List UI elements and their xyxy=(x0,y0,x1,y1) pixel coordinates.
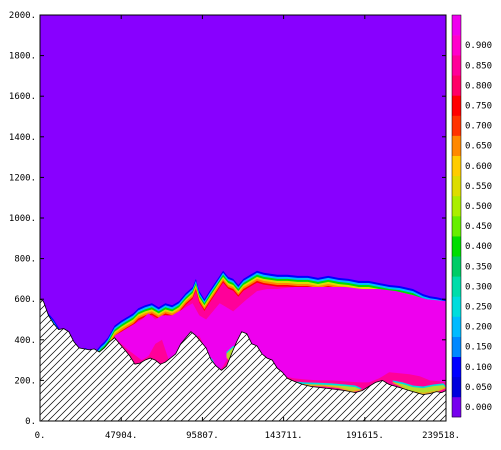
y-tick-label: 0. xyxy=(25,417,36,427)
colorbar-label: 0.100 xyxy=(465,363,492,373)
colorbar-swatch xyxy=(452,236,461,257)
colorbar-swatch xyxy=(452,195,461,217)
colorbar-swatch xyxy=(452,336,461,357)
colorbar-label: 0.750 xyxy=(465,101,492,111)
y-tick-label: 1200. xyxy=(9,173,36,183)
colorbar-label: 0.450 xyxy=(465,222,492,232)
colorbar-swatch xyxy=(452,175,461,197)
colorbar-label: 0.350 xyxy=(465,262,492,272)
colorbar-swatch xyxy=(452,296,461,317)
y-tick-label: 600. xyxy=(14,295,36,305)
colorbar-swatch xyxy=(452,95,461,116)
colorbar-swatch xyxy=(452,256,461,277)
colorbar-swatch xyxy=(452,75,461,96)
colorbar-label: 0.050 xyxy=(465,383,492,393)
colorbar-label: 0.150 xyxy=(465,343,492,353)
colorbar-label: 0.800 xyxy=(465,81,492,91)
colorbar-swatch xyxy=(452,15,461,36)
colorbar-label: 0.600 xyxy=(465,162,492,172)
x-tick-label: 239518. xyxy=(422,431,460,441)
colorbar-label: 0.900 xyxy=(465,41,492,51)
shallow-pocket-0 xyxy=(280,378,363,391)
shallow-pocket-core-1 xyxy=(392,382,446,395)
colorbar-label: 0.500 xyxy=(465,202,492,212)
y-tick-label: 1400. xyxy=(9,133,36,143)
x-tick-label: 47904. xyxy=(105,431,138,441)
y-tick-label: 1600. xyxy=(9,92,36,102)
colorbar-label: 0.850 xyxy=(465,61,492,71)
colorbar-label: 0.000 xyxy=(465,403,492,413)
colorbar-swatch xyxy=(452,135,461,156)
colorbar-label: 0.200 xyxy=(465,323,492,333)
y-tick-label: 1800. xyxy=(9,52,36,62)
colorbar-swatch xyxy=(452,376,461,398)
x-tick-label: 95807. xyxy=(186,431,219,441)
colorbar-swatch xyxy=(452,155,461,177)
y-tick-label: 1000. xyxy=(9,214,36,224)
colorbar-swatch xyxy=(452,55,461,76)
y-tick-label: 200. xyxy=(14,376,36,386)
colorbar-label: 0.400 xyxy=(465,242,492,252)
colorbar-swatch xyxy=(452,356,461,378)
colorbar-swatch xyxy=(452,216,461,237)
y-tick-label: 2000. xyxy=(9,11,36,21)
colorbar-frame xyxy=(451,14,462,418)
y-axis: 0. 200. 400. 600. 800. 1000. 1200. 1400. 1600. 18… xyxy=(9,11,446,427)
seabed-topography xyxy=(40,298,446,421)
colorbar-swatch xyxy=(452,115,461,136)
x-tick-label: 143711. xyxy=(265,431,303,441)
colorbar-label: 0.700 xyxy=(465,122,492,132)
colorbar-swatch xyxy=(452,276,461,297)
colorbar-label: 0.300 xyxy=(465,282,492,292)
y-tick-label: 400. xyxy=(14,336,36,346)
colorbar-label: 0.550 xyxy=(465,182,492,192)
x-tick-label: 0. xyxy=(35,431,46,441)
y-tick-label: 800. xyxy=(14,255,36,265)
colorbar-swatch xyxy=(452,35,461,56)
shallow-pocket-core-0 xyxy=(280,380,363,393)
colorbar-swatch xyxy=(452,396,461,418)
x-axis: 0. 47904. 95807. 143711. 191615. 239518. xyxy=(35,15,460,441)
colorbar-label: 0.650 xyxy=(465,142,492,152)
colorbar: 0.000 0.050 0.100 0.150 0.200 0.250 0.300 0.350… xyxy=(451,14,492,418)
colorbar-label: 0.250 xyxy=(465,302,492,312)
colorbar-swatch xyxy=(452,316,461,337)
plot-area xyxy=(40,15,446,421)
x-tick-label: 191615. xyxy=(346,431,384,441)
core-region xyxy=(114,287,446,383)
